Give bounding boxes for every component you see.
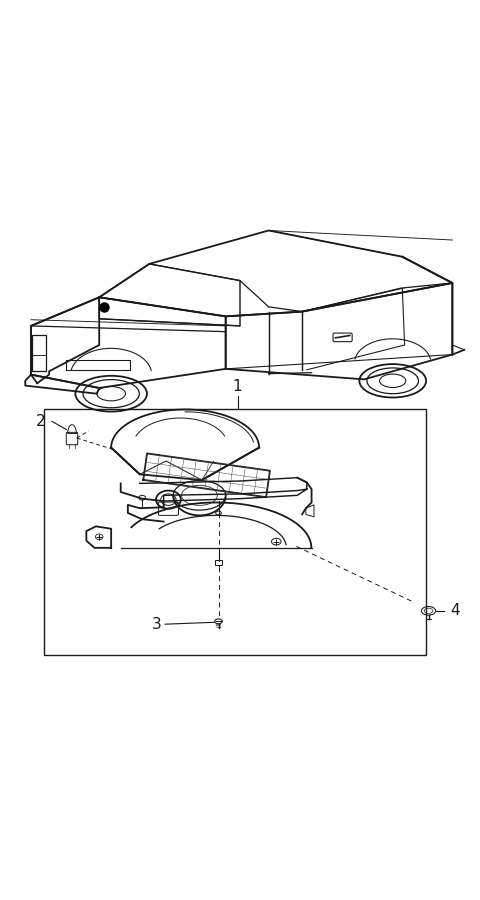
Bar (215, 560, 222, 565)
Text: 1: 1 (233, 379, 242, 393)
Text: 2: 2 (36, 414, 46, 429)
Text: 3: 3 (152, 616, 161, 632)
Bar (32, 336, 46, 372)
Bar (44, 410, 426, 655)
Text: 4: 4 (450, 603, 460, 618)
